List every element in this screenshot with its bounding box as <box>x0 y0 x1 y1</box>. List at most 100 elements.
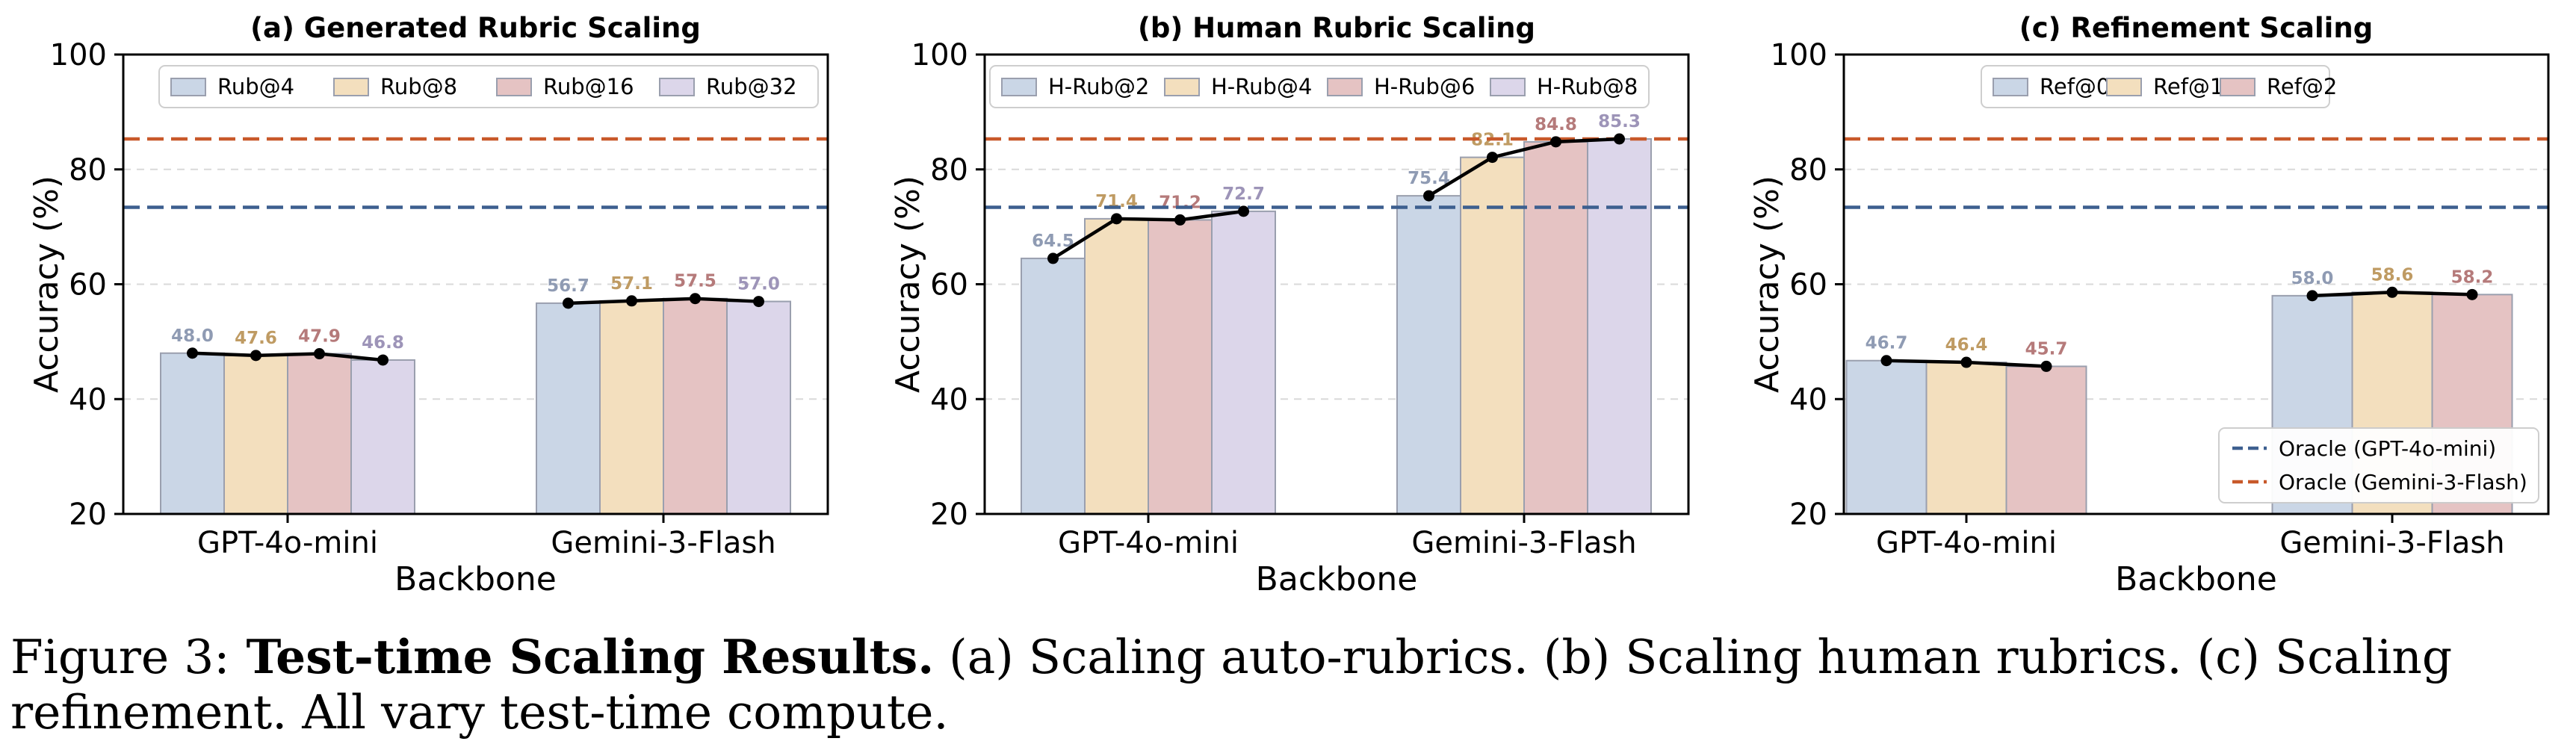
bar-value-label: 57.0 <box>737 275 780 294</box>
y-tick-label: 60 <box>930 268 968 303</box>
legend-label: H-Rub@8 <box>1537 74 1638 99</box>
bar-value-label: 58.0 <box>2291 269 2334 288</box>
caption-text: (a) Scaling auto-rubrics. (b) Scaling hu… <box>10 630 2453 740</box>
trend-line <box>568 297 759 306</box>
bar-value-label: 85.3 <box>1598 112 1641 131</box>
bar <box>1925 362 2007 515</box>
y-axis-label: Accuracy (%) <box>889 176 927 393</box>
bar-value-label: 58.2 <box>2451 267 2494 287</box>
bar <box>726 300 791 515</box>
y-tick-label: 100 <box>911 38 968 72</box>
trend-point <box>1960 356 1972 368</box>
caption-bold: Test-time Scaling Results. <box>246 629 935 684</box>
bar-value-label: 45.7 <box>2025 339 2068 359</box>
bar <box>1460 156 1525 515</box>
y-tick-label: 60 <box>1789 268 1827 303</box>
bar-value-label: 47.9 <box>298 327 341 347</box>
trend-point <box>1423 190 1434 202</box>
chart-human-rubric-scaling: 64.571.471.272.775.482.184.885.320406080… <box>889 12 1690 598</box>
bar <box>1148 219 1213 515</box>
y-axis-label: Accuracy (%) <box>28 176 66 393</box>
y-tick-label: 20 <box>69 498 107 532</box>
trend-point <box>1614 133 1625 145</box>
legend-swatch <box>659 78 695 96</box>
bar-value-label: 46.7 <box>1866 334 1908 353</box>
bar <box>1587 138 1652 515</box>
x-axis-label: Backbone <box>1256 560 1418 598</box>
legend-label: Rub@8 <box>380 74 457 99</box>
bar-value-label: 48.0 <box>171 326 214 346</box>
legend-label: Rub@4 <box>217 74 294 99</box>
chart-generated-rubric-scaling: 48.0 47.6 47.9 46.8 56.7 57.1 57.5 57.0 20 40 60 80… <box>28 12 829 598</box>
legend-label: Ref@0 <box>2040 74 2110 99</box>
trend-point <box>1487 152 1498 164</box>
bar <box>223 354 288 515</box>
chart-refinement-scaling: 46.7 46.4 45.7 58.0 58.6 58.2 20 40 60 80 100 GPT-4… <box>1748 12 2550 598</box>
x-tick-label: Gemini-3-Flash <box>2279 526 2504 560</box>
bar-value-label: 57.5 <box>674 272 716 291</box>
x-tick-label: Gemini-3-Flash <box>551 526 775 560</box>
y-tick-label: 40 <box>930 382 968 417</box>
bar-value-label: 72.7 <box>1222 185 1265 204</box>
chart-title: (a) Generated Rubric Scaling <box>250 12 701 44</box>
trend-point <box>1111 213 1122 225</box>
chart-title: (c) Refinement Scaling <box>2019 12 2373 44</box>
legend-swatch <box>1327 78 1363 96</box>
legend-label: Rub@32 <box>706 74 797 99</box>
trend-point <box>1174 214 1186 226</box>
legend-swatch <box>170 78 206 96</box>
trend-line <box>1052 209 1244 260</box>
x-axis-label: Backbone <box>2115 560 2277 598</box>
y-tick-label: 80 <box>1789 153 1827 188</box>
trend-point <box>2040 360 2052 372</box>
trend-line <box>192 351 383 362</box>
bar-value-label: 46.4 <box>1945 335 1988 355</box>
caption-number: Figure 3: <box>10 630 230 684</box>
legend-label: Ref@2 <box>2267 74 2337 99</box>
legend-label: Ref@1 <box>2153 74 2223 99</box>
legend-swatch <box>1993 78 2028 96</box>
trend-line <box>1428 137 1620 198</box>
legend-swatch <box>333 78 369 96</box>
figure-3-charts: 48.0 47.6 47.9 46.8 56.7 57.1 57.5 57.0 20 40 60 80… <box>28 12 2550 598</box>
y-tick-label: 40 <box>1789 382 1827 417</box>
trend-point <box>377 354 388 366</box>
bar-value-label: 47.6 <box>235 329 277 348</box>
bar <box>536 302 601 515</box>
trend-point <box>250 350 261 362</box>
legend-label: H-Rub@6 <box>1374 74 1475 99</box>
trend-point <box>187 347 198 359</box>
y-tick-label: 100 <box>1771 38 1827 72</box>
trend-point <box>626 295 637 307</box>
trend-point <box>2466 288 2478 300</box>
bar <box>160 352 225 515</box>
x-tick-label: GPT-4o-mini <box>1876 526 2057 560</box>
y-axis-label: Accuracy (%) <box>1748 176 1786 393</box>
legend-box <box>158 65 819 108</box>
bar-value-label: 58.6 <box>2371 265 2414 285</box>
trend-point <box>563 297 574 309</box>
legend-swatch <box>2106 78 2142 96</box>
legend-swatch <box>2220 78 2255 96</box>
bar-value-label: 56.7 <box>547 276 589 296</box>
legend-label: H-Rub@2 <box>1048 74 1149 99</box>
trend-point <box>1047 252 1059 264</box>
trend-point <box>314 348 325 360</box>
figure-caption: Figure 3: Test-time Scaling Results. (a) … <box>10 629 2566 740</box>
trend-point <box>690 293 701 305</box>
x-axis-label: Backbone <box>394 560 557 598</box>
trend-point <box>2306 290 2318 302</box>
bar <box>1845 359 1928 515</box>
x-tick-label: GPT-4o-mini <box>1058 526 1239 560</box>
legend-box <box>1981 65 2330 108</box>
bar-value-label: 84.8 <box>1535 115 1577 134</box>
bar <box>1084 217 1149 515</box>
bar <box>2005 365 2087 515</box>
legend-swatch <box>496 78 532 96</box>
y-tick-label: 60 <box>69 268 107 303</box>
bar <box>663 297 728 515</box>
trend-point <box>2386 286 2398 298</box>
bar-value-label: 71.2 <box>1159 193 1201 212</box>
legend-box <box>989 65 1650 108</box>
legend-swatch <box>1490 78 1526 96</box>
